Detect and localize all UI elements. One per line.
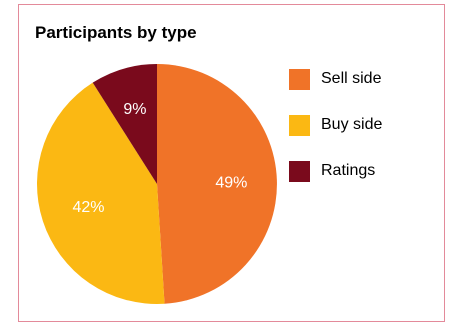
pie-slices bbox=[37, 64, 277, 304]
pie-label-ratings: 9% bbox=[123, 101, 146, 118]
pie-label-sell-side: 49% bbox=[215, 175, 247, 192]
legend-item-ratings: Ratings bbox=[289, 160, 382, 182]
pie-slice-labels: 49% 42% 9% bbox=[72, 101, 247, 216]
legend-swatch-ratings bbox=[289, 160, 310, 182]
pie-slice-sell-side bbox=[157, 64, 277, 304]
chart-title: Participants by type bbox=[35, 23, 197, 42]
legend-item-buy-side: Buy side bbox=[289, 114, 382, 136]
legend: Sell side Buy side Ratings bbox=[289, 68, 382, 206]
pie-chart: 49% 42% 9% bbox=[37, 64, 277, 304]
legend-swatch-sell-side bbox=[289, 68, 310, 90]
legend-label-buy-side: Buy side bbox=[321, 116, 383, 133]
legend-item-sell-side: Sell side bbox=[289, 68, 382, 90]
legend-label-ratings: Ratings bbox=[321, 162, 376, 179]
chart-frame: Participants by type 49% 42% 9% Sell side … bbox=[18, 4, 445, 322]
pie-slice-ratings bbox=[92, 64, 157, 184]
legend-label-sell-side: Sell side bbox=[321, 70, 382, 87]
pie-label-buy-side: 42% bbox=[72, 199, 104, 216]
pie-slice-buy-side bbox=[37, 82, 165, 304]
legend-swatch-buy-side bbox=[289, 114, 310, 136]
